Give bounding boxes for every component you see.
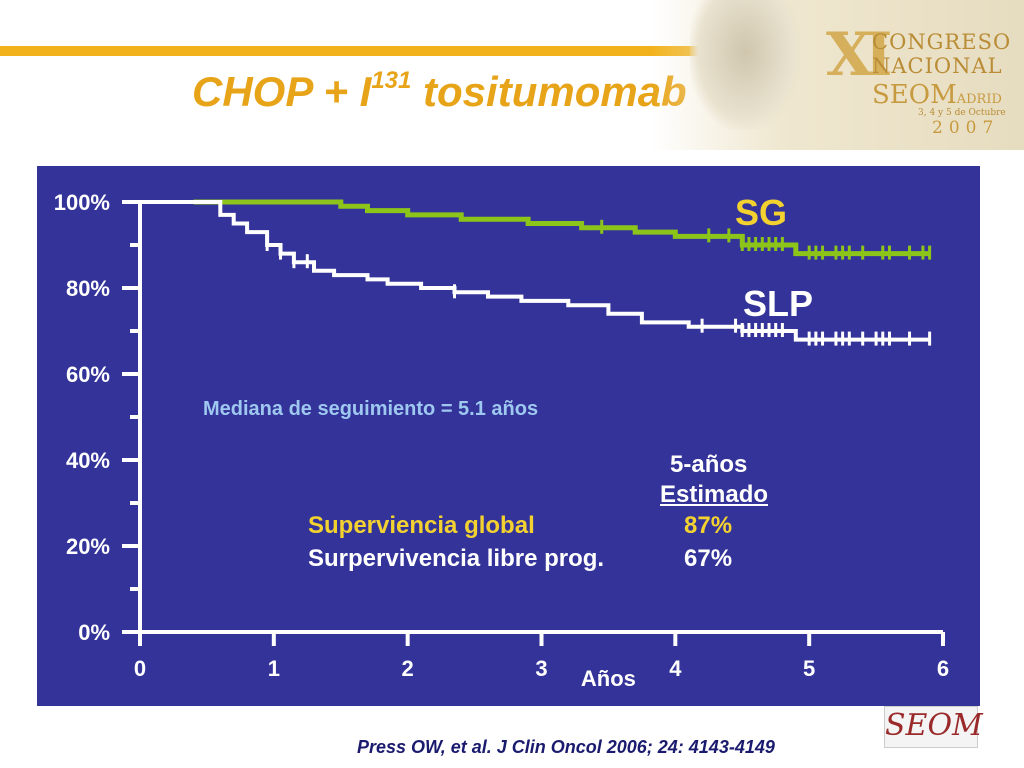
congress-name: CONGRESO NACIONAL	[872, 30, 1011, 78]
y-tick-label: 80%	[66, 276, 110, 301]
x-tick-label: 4	[669, 656, 682, 681]
y-tick-label: 20%	[66, 534, 110, 559]
congress-number: XI	[826, 20, 893, 90]
x-tick-label: 3	[535, 656, 547, 681]
seom-logo: SEOM	[884, 706, 983, 748]
congress-line-2: NACIONAL	[872, 54, 1003, 78]
overall-survival-label: Superviencia global	[308, 512, 535, 539]
title-tail: tositumomab	[411, 68, 687, 115]
median-followup-note: Mediana de seguimiento = 5.1 años	[203, 398, 539, 420]
series-line-slp	[140, 200, 930, 342]
citation: Press OW, et al. J Clin Oncol 2006; 24: …	[357, 737, 775, 757]
y-tick-label: 60%	[66, 362, 110, 387]
y-tick-label: 40%	[66, 448, 110, 473]
congress-dates: 3, 4 y 5 de Octubre	[918, 108, 1006, 118]
title-main: CHOP + I	[192, 68, 372, 115]
org-name: SEOM	[872, 80, 957, 110]
congress-banner: XI CONGRESO NACIONAL SEOMADRID 3, 4 y 5 …	[650, 0, 1024, 150]
congress-year: 2007	[932, 118, 1000, 138]
x-tick-label: 2	[402, 656, 414, 681]
y-tick-label: 0%	[78, 620, 110, 645]
series-label-slp: SLP	[743, 283, 813, 324]
org-city: ADRID	[956, 92, 1002, 107]
slide-title: CHOP + I131 tositumomab	[192, 68, 687, 116]
congress-line-1: CONGRESO	[872, 30, 1012, 54]
series-line-sg	[193, 199, 930, 257]
microscope-photo	[690, 0, 800, 130]
estimate-header-years: 5-años	[670, 451, 748, 478]
title-accent-bar	[0, 46, 820, 56]
overall-survival-value: 87%	[684, 512, 733, 539]
x-tick-label: 5	[803, 656, 815, 681]
x-tick-label: 0	[134, 656, 146, 681]
series-label-sg: SG	[735, 192, 787, 233]
x-tick-label: 6	[937, 656, 949, 681]
y-tick-label: 100%	[54, 190, 110, 215]
estimate-header-estimated: Estimado	[660, 481, 769, 508]
pfs-value: 67%	[684, 545, 733, 572]
congress-org: SEOMADRID	[872, 80, 1002, 110]
pfs-label: Surpervivencia libre prog.	[308, 545, 605, 572]
x-tick-label: 1	[268, 656, 280, 681]
title-superscript: 131	[371, 67, 412, 94]
x-axis-label: Años	[581, 666, 636, 691]
